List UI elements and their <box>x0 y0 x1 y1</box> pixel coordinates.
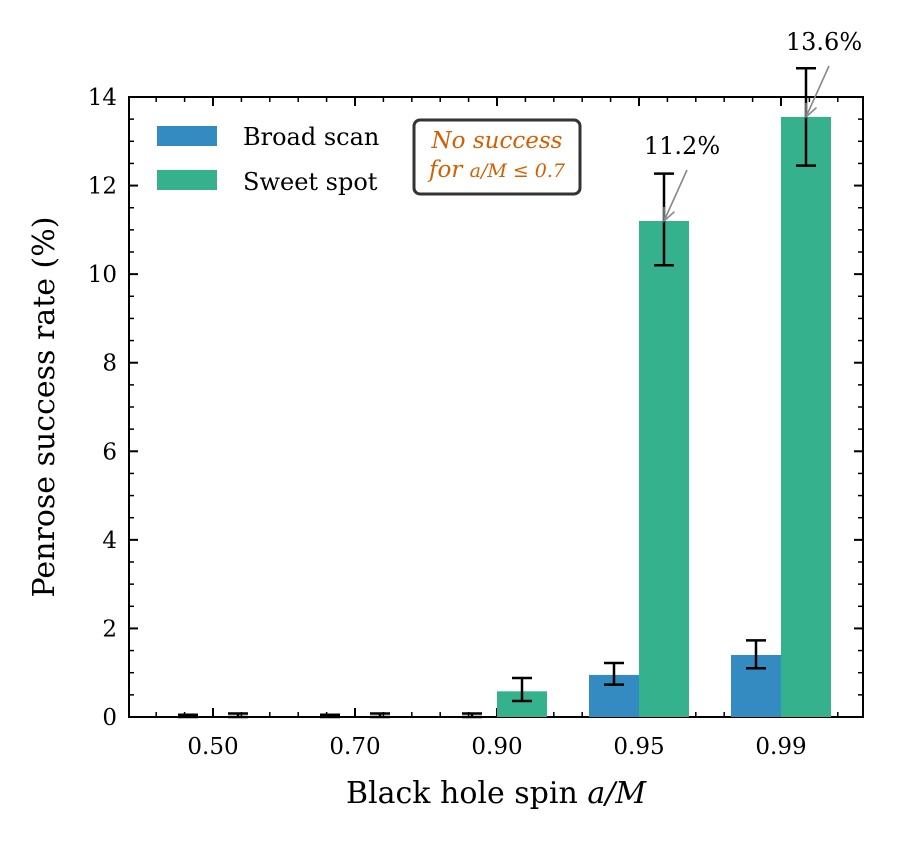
annotation-arrow-head <box>663 206 675 223</box>
x-tick-label: 0.50 <box>187 734 238 760</box>
note-line-2-prefix: for <box>427 157 470 183</box>
x-tick-label: 0.95 <box>613 734 664 760</box>
bar-sweet-spot-0.95 <box>639 221 689 717</box>
y-tick-labels: 0 2 4 6 8 10 12 14 <box>88 85 117 731</box>
error-bars <box>178 66 816 719</box>
note-line-2: for a/M ≤ 0.7 <box>427 157 566 183</box>
annotation-label: 11.2% <box>644 132 720 160</box>
y-tick-label: 0 <box>102 705 117 731</box>
note-line-2-math: a/M ≤ 0.7 <box>470 160 566 182</box>
x-tick-label: 0.99 <box>755 734 806 760</box>
legend-label-sweet-spot: Sweet spot <box>243 168 378 196</box>
legend-label-broad-scan: Broad scan <box>243 123 379 151</box>
axis-ticks <box>129 96 863 718</box>
x-tick-labels: 0.50 0.70 0.90 0.95 0.99 <box>187 734 806 760</box>
legend-swatch-sweet-spot <box>157 170 217 190</box>
x-tick-label: 0.70 <box>329 734 380 760</box>
annotation-arrow <box>805 65 830 118</box>
annotation-arrow <box>663 169 688 222</box>
annotations: 11.2% 13.6% <box>644 28 862 223</box>
y-tick-label: 10 <box>88 262 117 288</box>
y-tick-label: 6 <box>102 439 117 465</box>
note-line-1: No success <box>431 128 563 154</box>
bars <box>497 116 831 717</box>
x-axis-label: Black hole spin a/M <box>346 776 647 811</box>
y-axis-label: Penrose success rate (%) <box>27 217 62 598</box>
annotation-arrow-head <box>805 102 817 119</box>
note-box <box>412 118 582 196</box>
legend-swatch-broad-scan <box>157 126 217 146</box>
y-tick-label: 12 <box>88 174 117 200</box>
y-tick-label: 14 <box>88 85 117 111</box>
bar-sweet-spot-0.99 <box>781 116 831 717</box>
y-tick-label: 2 <box>102 616 117 642</box>
x-axis-label-text: Black hole spin <box>346 776 587 811</box>
annotation-label: 13.6% <box>786 28 862 56</box>
y-tick-label: 8 <box>102 351 117 377</box>
x-axis-label-math: a/M <box>587 776 647 811</box>
y-tick-label: 4 <box>102 528 117 554</box>
no-success-note: No success for a/M ≤ 0.7 <box>412 118 582 196</box>
legend: Broad scan Sweet spot <box>157 123 379 196</box>
x-tick-label: 0.90 <box>471 734 522 760</box>
